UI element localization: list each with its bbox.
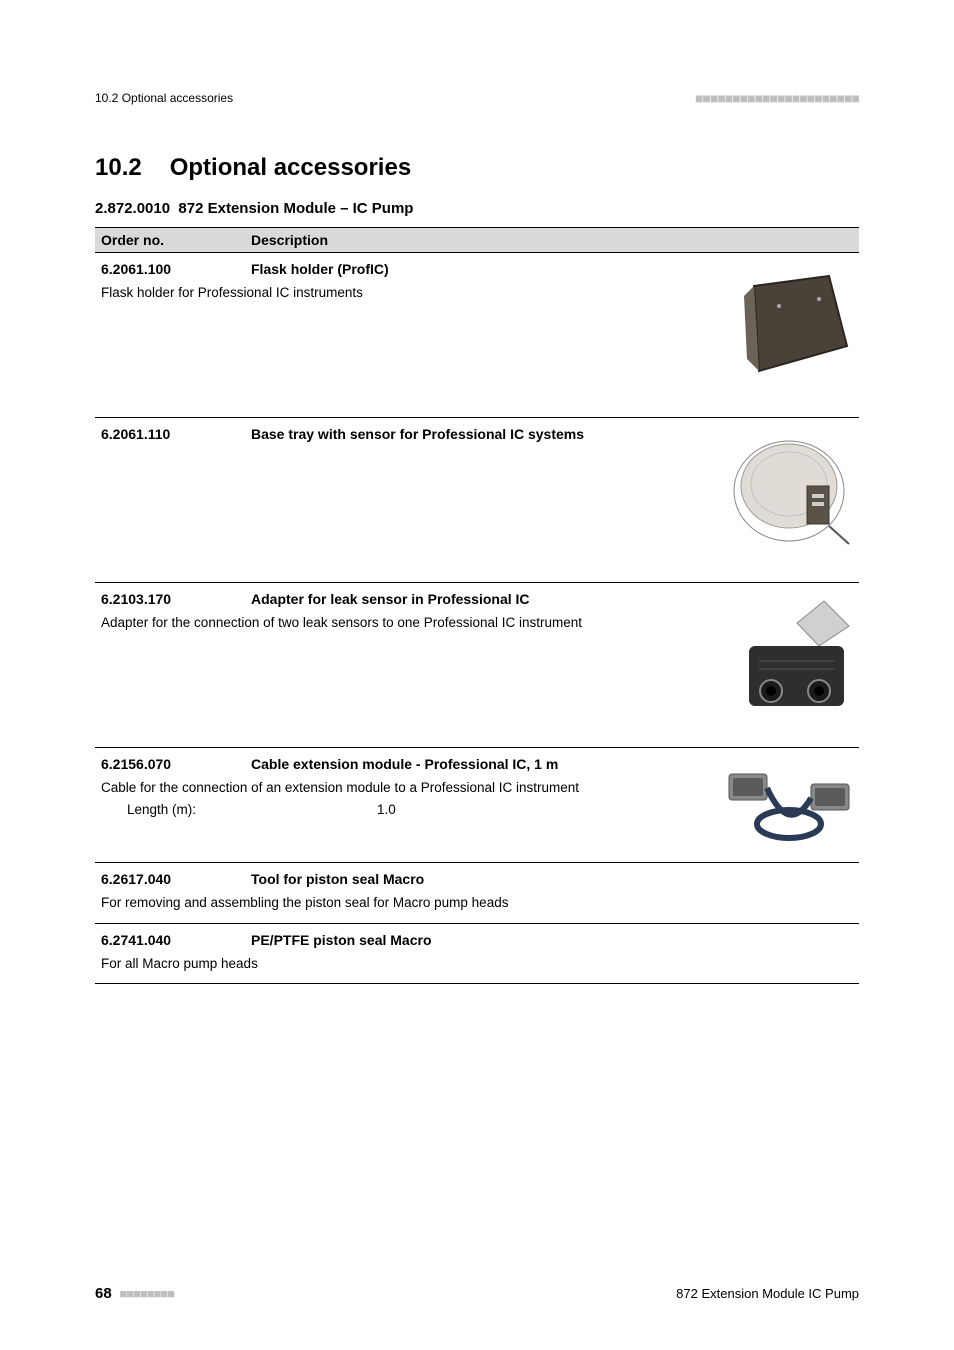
accessory-entry: 6.2061.110 Base tray with sensor for Pro… [95, 418, 859, 583]
subsection-heading: 2.872.0010 872 Extension Module – IC Pum… [95, 200, 859, 217]
section-title-text: Optional accessories [170, 154, 411, 181]
subsection-text: 872 Extension Module – IC Pump [178, 200, 413, 217]
table-header-order: Order no. [101, 232, 251, 248]
cable-icon [719, 756, 859, 851]
entry-description: Flask holder for Professional IC instrum… [101, 283, 641, 303]
table-header-row: Order no. Description [95, 227, 859, 253]
footer-dashes: ■■■■■■■■ [119, 1286, 174, 1301]
accessory-entry: 6.2061.100 Flask holder (ProfIC) Flask h… [95, 253, 859, 418]
entry-order-no: 6.2103.170 [101, 591, 251, 607]
section-number: 10.2 [95, 154, 142, 182]
entry-title: Tool for piston seal Macro [251, 871, 853, 887]
table-header-desc: Description [251, 232, 853, 248]
entry-order-no: 6.2617.040 [101, 871, 251, 887]
entry-order-no: 6.2741.040 [101, 932, 251, 948]
adapter-icon [719, 591, 859, 721]
page-header: 10.2 Optional accessories ■■■■■■■■■■■■■■… [95, 90, 859, 106]
footer-left: 68 ■■■■■■■■ [95, 1285, 174, 1302]
header-dashes: ■■■■■■■■■■■■■■■■■■■■■■ [695, 90, 859, 106]
footer-doc-title: 872 Extension Module IC Pump [676, 1286, 859, 1301]
accessory-entry: 6.2156.070 Cable extension module - Prof… [95, 748, 859, 863]
entry-description: For all Macro pump heads [101, 954, 641, 974]
accessory-entry: 6.2617.040 Tool for piston seal Macro Fo… [95, 863, 859, 924]
spec-value: 1.0 [377, 802, 396, 817]
accessory-entry: 6.2103.170 Adapter for leak sensor in Pr… [95, 583, 859, 748]
page-number: 68 [95, 1285, 112, 1302]
entry-order-no: 6.2061.100 [101, 261, 251, 277]
header-section-label: 10.2 Optional accessories [95, 91, 233, 105]
entry-description: Adapter for the connection of two leak s… [101, 613, 641, 633]
page-footer: 68 ■■■■■■■■ 872 Extension Module IC Pump [95, 1285, 859, 1302]
entry-title: PE/PTFE piston seal Macro [251, 932, 853, 948]
entry-description: Cable for the connection of an extension… [101, 778, 641, 798]
subsection-code: 2.872.0010 [95, 200, 170, 217]
spec-label: Length (m): [127, 802, 377, 817]
flask-holder-icon [719, 261, 859, 391]
base-tray-icon [719, 426, 859, 556]
entry-description: For removing and assembling the piston s… [101, 893, 641, 913]
entry-order-no: 6.2061.110 [101, 426, 251, 442]
accessory-entry: 6.2741.040 PE/PTFE piston seal Macro For… [95, 924, 859, 985]
section-heading: 10.2 Optional accessories [95, 154, 859, 182]
entry-order-no: 6.2156.070 [101, 756, 251, 772]
